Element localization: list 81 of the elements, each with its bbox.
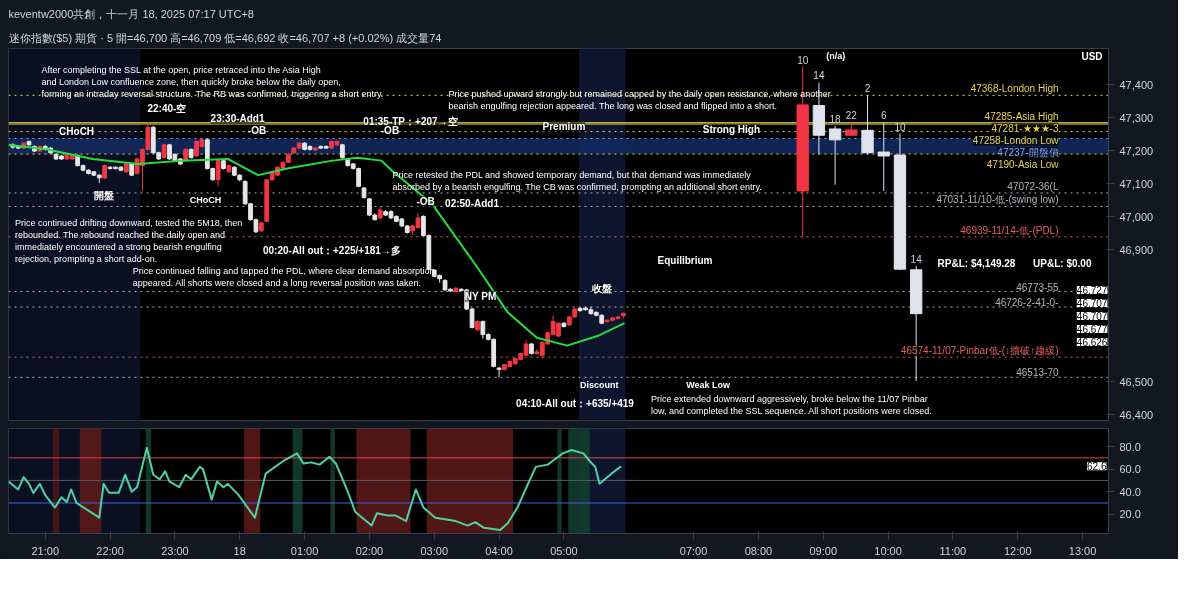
chart-title: keventw2000共創，十一月 18, 2025 07:17 UTC+8 <box>8 7 254 20</box>
annotation: Weak Low <box>686 380 732 391</box>
x-tick-label: 22:00 <box>96 544 124 557</box>
annotation: 收盤 <box>591 283 612 295</box>
annotation: 46,727 <box>1076 284 1108 296</box>
y-tick-label: 47,200 <box>1119 144 1154 157</box>
text: 6 <box>880 110 887 122</box>
annotation: Discount <box>579 380 619 391</box>
annotation: Strong High <box>702 124 760 136</box>
ref-line-label: 47031-11/10-低-(swing low) <box>936 194 1059 206</box>
annotation: -OB <box>416 196 435 208</box>
y-tick-label: 47,000 <box>1119 210 1154 223</box>
ref-line-label: 46574-11/07-Pinbar低-(↓擴破↑趨緩) <box>900 345 1059 357</box>
annotation: -OB <box>247 125 267 137</box>
annotation: Equilibrium <box>657 254 713 266</box>
ref-line-label: 47237-開盤價 <box>997 146 1059 158</box>
annotation: -OB <box>380 125 400 137</box>
y-tick-label: 47,300 <box>1119 111 1154 124</box>
chart-subtitle: 迷你指數($5) 期貨 · 5 開=46,700 高=46,709 低=46,692 收=46,707 +8 (+0.02%) 成交量74 <box>8 31 442 44</box>
x-tick-label: 03:00 <box>420 544 448 557</box>
x-tick-label: 11:00 <box>939 544 967 557</box>
annotation: RP&L: $4,149.28 <box>937 258 1016 270</box>
annotation: CHoCH <box>59 126 95 138</box>
x-tick-label: 05:00 <box>550 544 578 557</box>
annotation: 46,707 <box>1076 310 1108 322</box>
ref-line-label: 46726-2-41-0- <box>995 297 1059 309</box>
y-tick-label: 40.0 <box>1119 485 1141 498</box>
text: 10 <box>797 54 809 66</box>
annotation: CHoCH <box>189 195 222 206</box>
annotation: 23:30-Add1 <box>210 112 265 124</box>
y-tick-label: 80.0 <box>1119 440 1141 453</box>
y-tick-label: 47,400 <box>1119 78 1154 91</box>
x-tick-label: 10:00 <box>874 544 902 557</box>
x-tick-label: 08:00 <box>744 544 773 557</box>
annotation: UP&L: $0.00 <box>1033 258 1092 270</box>
ref-line-label: 46939-11/14-低-(PDL) <box>960 224 1059 236</box>
y-tick-label: 60.0 <box>1119 463 1141 476</box>
annotation: Price continued drifting downward, tested the 5M18, then rebounded. The rebound reached the daily open and immediately encountered a strong bearish engulfing rejection, prompting a short add-on. <box>15 218 243 265</box>
y-tick-label: 46,500 <box>1119 375 1154 388</box>
x-tick-label: 23:00 <box>161 544 189 557</box>
ref-line-label: 47072-36(L <box>1007 180 1059 192</box>
annotation: After completing the SSL at the open, price retraced into the Asia High and London Low confluence zone, then quickly broke below the daily open, forming an intraday reversal structure. The RB was confirmed, triggering a short entry. <box>41 65 384 100</box>
ref-line-label: 47281-★★★-3 <box>991 122 1059 134</box>
annotation: 46,677 <box>1076 323 1108 335</box>
annotation: 04:10-All out：+635/+419 <box>516 398 635 410</box>
y-tick-label: 47,100 <box>1119 177 1154 190</box>
text: 22 <box>845 110 857 122</box>
x-tick-label: 07:00 <box>679 544 708 557</box>
annotation: 01:35-TP：+207→空 <box>363 115 458 127</box>
text: 10 <box>894 121 906 133</box>
x-tick-label: 13:00 <box>1068 544 1097 557</box>
y-tick-label: 46,400 <box>1119 408 1154 421</box>
y-tick-label: 20.0 <box>1119 508 1141 521</box>
annotation: 46,707 <box>1076 297 1108 309</box>
x-tick-label: 21:00 <box>31 544 60 557</box>
x-tick-label: 12:00 <box>1003 544 1032 557</box>
annotation: 62.6 <box>1087 461 1107 473</box>
x-tick-label: 09:00 <box>809 544 837 557</box>
ref-line-label: 47190-Asia Low <box>986 158 1060 170</box>
annotation: Premium <box>542 121 586 133</box>
annotation: Price extended downward aggressively, broke below the 11/07 Pinbar low, and completed the SSL sequence. All short positions were closed. <box>650 393 932 416</box>
annotation: 開盤 <box>93 190 114 202</box>
x-tick-label: 04:00 <box>485 544 513 557</box>
text: 14 <box>910 253 922 265</box>
ref-line-label: 47285-Asia High <box>984 110 1059 122</box>
ref-line-label: 46513-70 <box>1016 367 1059 379</box>
annotation: 00:20-All out：+225/+181→多 <box>262 245 401 257</box>
annotation: USD <box>1081 51 1103 63</box>
annotation: 02:50-Add1 <box>445 198 500 209</box>
ref-line-label: 46773-55 <box>1016 281 1059 293</box>
annotation: 22:40-空 <box>147 103 187 115</box>
annotation: (n/a) <box>826 51 846 62</box>
x-tick-label: 18 <box>233 544 246 557</box>
x-tick-label: 02:00 <box>355 544 384 557</box>
y-tick-label: 46,900 <box>1119 243 1154 256</box>
ref-line-label: 47368-London High <box>970 83 1059 95</box>
x-tick-label: 01:00 <box>290 544 319 557</box>
text: 2 <box>864 83 871 95</box>
text: 14 <box>813 70 825 82</box>
ref-line-label: 47258-London Low <box>972 134 1060 146</box>
annotation: 46,626 <box>1076 337 1108 349</box>
